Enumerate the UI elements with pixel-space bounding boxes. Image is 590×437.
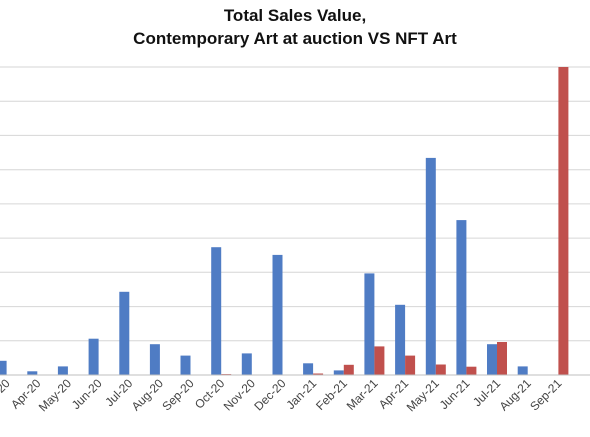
bar-series-1-Apr-21 <box>395 304 406 375</box>
x-tick-label: Mar-21 <box>344 376 381 413</box>
bar-series-1-Jun-21 <box>456 220 467 375</box>
x-tick-label: May-21 <box>404 376 442 414</box>
bar-series-1-Jun-20 <box>88 338 99 375</box>
bar-series-1-Mar-21 <box>364 273 375 375</box>
bars <box>0 67 569 375</box>
bar-series-1-Dec-20 <box>272 254 283 375</box>
bar-series-2-May-21 <box>435 364 446 375</box>
x-tick-label: Jun-20 <box>69 376 105 412</box>
chart-title: Total Sales Value, Contemporary Art at a… <box>0 4 590 50</box>
bar-series-1-Aug-21 <box>517 366 528 375</box>
bar-series-2-Apr-21 <box>405 355 416 375</box>
bar-series-2-Sep-21 <box>558 67 569 375</box>
x-tick-label: May-20 <box>36 376 74 414</box>
x-tick-label: Jun-21 <box>437 376 473 412</box>
bar-series-1-Oct-20 <box>211 247 222 375</box>
bar-series-1-Apr-20 <box>27 371 38 375</box>
x-tick-label: Feb-21 <box>313 376 350 413</box>
bar-series-2-Jul-21 <box>497 342 507 375</box>
bar-series-1-Nov-20 <box>241 353 252 375</box>
x-tick-label: Dec-20 <box>251 376 288 413</box>
chart-title-line-1: Total Sales Value, <box>223 6 367 25</box>
x-tick-label: Mar-20 <box>0 376 13 413</box>
bar-series-1-Mar-20 <box>0 360 7 375</box>
bar-series-1-Jan-21 <box>303 363 314 375</box>
bar-series-1-May-20 <box>57 366 68 375</box>
gridlines <box>0 66 590 342</box>
bar-series-1-Jul-20 <box>119 291 130 375</box>
x-tick-label: Aug-20 <box>129 376 166 413</box>
x-tick-label: Sep-20 <box>159 376 196 413</box>
x-tick-label: Jan-21 <box>283 376 319 412</box>
x-tick-label: Aug-21 <box>497 376 534 413</box>
bar-series-2-Jan-21 <box>313 373 324 375</box>
x-tick-labels: Feb-20Mar-20Apr-20May-20Jun-20Jul-20Aug-… <box>0 376 565 414</box>
bar-series-2-Feb-21 <box>343 364 354 375</box>
bar-series-2-Mar-21 <box>374 346 385 375</box>
bar-series-1-Aug-20 <box>149 344 160 375</box>
bar-series-2-Jun-21 <box>466 366 477 375</box>
bar-series-1-Sep-20 <box>180 355 191 375</box>
x-tick-label: Sep-21 <box>527 376 564 413</box>
bar-series-1-Feb-21 <box>333 370 344 375</box>
bar-series-1-May-21 <box>425 157 436 375</box>
bar-series-1-Jul-21 <box>487 344 497 375</box>
x-tick-label: Nov-20 <box>221 376 258 413</box>
chart-title-line-2: Contemporary Art at auction VS NFT Art <box>133 29 457 48</box>
